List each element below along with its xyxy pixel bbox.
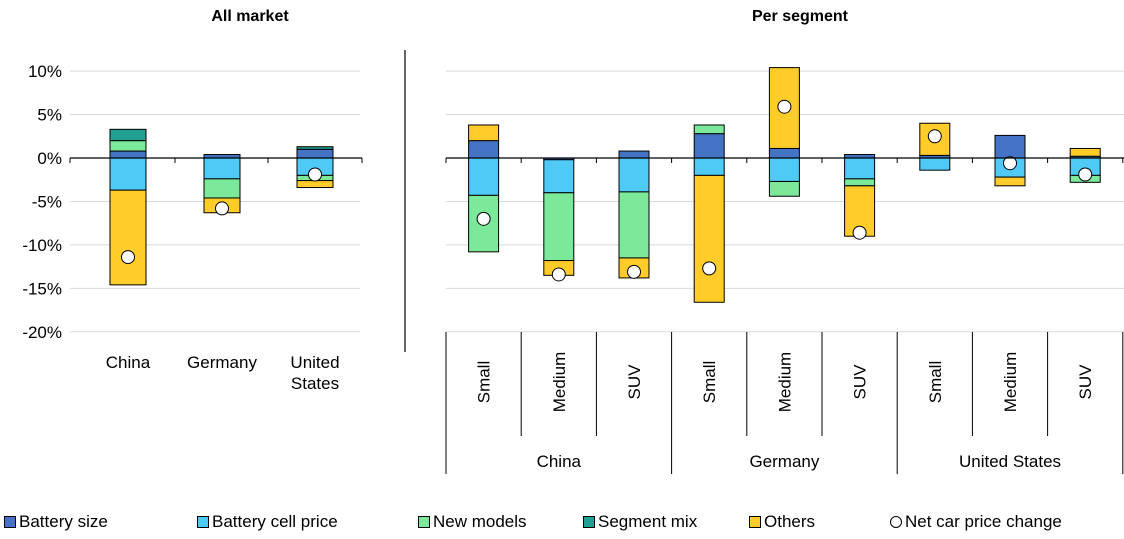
right-bar-others-7 — [994, 176, 1026, 187]
left-bar-battery_size-0 — [109, 150, 147, 159]
right-bar-others-0 — [468, 124, 500, 142]
segment-label-suv: SUV — [625, 364, 644, 400]
legend-item-segment-mix: Segment mix — [583, 512, 697, 532]
y-tick-label: -10% — [22, 236, 62, 255]
right-bar-new_models-1 — [543, 192, 575, 262]
y-tick-label: -5% — [32, 192, 62, 211]
left-bar-battery_cell_price-0 — [109, 157, 147, 191]
left-bar-others-0 — [109, 189, 147, 286]
left-category-label: United — [290, 353, 339, 372]
legend-item-battery-size: Battery size — [4, 512, 108, 532]
legend-label: New models — [433, 512, 527, 531]
right-bar-battery_cell_price-0 — [468, 157, 500, 196]
legend-label: Net car price change — [905, 512, 1062, 531]
y-tick-label: -15% — [22, 279, 62, 298]
right-bar-others-3 — [693, 174, 725, 303]
right-bar-battery_size-4 — [768, 147, 800, 159]
legend-swatch — [890, 516, 902, 528]
right-bar-others-4 — [768, 67, 800, 149]
left-category-label: States — [291, 374, 339, 393]
left-category-label: China — [106, 353, 151, 372]
group-label-germany: Germany — [749, 452, 819, 471]
right-net-marker-2 — [627, 264, 641, 279]
segment-label-small: Small — [700, 361, 719, 404]
left-bar-segment_mix-2 — [296, 146, 334, 150]
y-tick-label: 10% — [28, 62, 62, 81]
segment-label-small: Small — [475, 361, 494, 404]
left-net-marker-0 — [121, 250, 135, 265]
right-net-marker-6 — [927, 129, 942, 144]
legend-swatch — [418, 516, 430, 528]
right-bar-others-8 — [1069, 147, 1101, 157]
left-panel-title: All market — [211, 8, 289, 25]
left-bar-battery_size-2 — [296, 148, 334, 159]
segment-label-medium: Medium — [550, 352, 569, 412]
right-panel-title: Per segment — [751, 8, 849, 25]
left-bar-others-2 — [296, 180, 334, 189]
segment-label-suv: SUV — [851, 364, 870, 400]
segment-label-medium: Medium — [775, 352, 794, 412]
left-bar-battery_cell_price-1 — [203, 157, 241, 180]
left-net-marker-1 — [215, 201, 229, 216]
right-net-marker-1 — [551, 267, 566, 282]
right-bar-battery_cell_price-6 — [919, 157, 951, 171]
legend-item-marker: Net car price change — [890, 512, 1062, 532]
right-bar-new_models-3 — [693, 124, 725, 135]
right-net-marker-4 — [777, 99, 792, 114]
legend-item-new-models: New models — [418, 512, 527, 532]
right-bar-new_models-4 — [768, 180, 800, 197]
right-net-marker-8 — [1078, 167, 1093, 182]
legend-item-battery-cell-price: Battery cell price — [197, 512, 338, 532]
group-label-united-states: United States — [959, 452, 1061, 471]
left-category-label: Germany — [187, 353, 257, 372]
right-bar-battery_cell_price-4 — [768, 157, 800, 182]
legend-swatch — [4, 516, 16, 528]
right-bar-battery_cell_price-3 — [693, 157, 725, 176]
right-bar-new_models-5 — [844, 178, 876, 187]
group-label-china: China — [537, 452, 582, 471]
left-net-marker-2 — [308, 167, 322, 182]
segment-label-small: Small — [926, 361, 945, 404]
chart-canvas: 10% 5% 0% -5% -10% -15% -20% China Germany United… — [22, 50, 1124, 474]
y-tick-label: -20% — [22, 323, 62, 342]
legend-label: Battery size — [19, 512, 108, 531]
right-bar-battery_size-3 — [693, 133, 725, 159]
right-net-marker-0 — [476, 211, 491, 226]
left-bar-new_models-0 — [109, 140, 147, 152]
legend-label: Battery cell price — [212, 512, 338, 531]
right-net-marker-5 — [852, 225, 867, 240]
legend-label: Others — [764, 512, 816, 531]
left-bar-segment_mix-0 — [109, 128, 147, 142]
y-tick-label: 0% — [37, 149, 62, 168]
legend-swatch — [749, 516, 761, 528]
legend-swatch — [197, 516, 209, 528]
y-tick-label: 5% — [37, 106, 62, 125]
right-bar-battery_cell_price-5 — [844, 157, 876, 180]
right-net-marker-3 — [702, 261, 717, 276]
right-bar-new_models-2 — [618, 191, 650, 259]
right-bar-battery_size-7 — [994, 134, 1026, 159]
legend-label: Segment mix — [598, 512, 698, 531]
right-bar-battery_cell_price-2 — [618, 157, 650, 193]
right-net-marker-7 — [1003, 156, 1017, 171]
left-bar-new_models-1 — [203, 178, 241, 199]
right-bar-battery_size-2 — [618, 150, 650, 159]
legend-item-others: Others — [749, 512, 815, 532]
right-bar-battery_size-0 — [468, 140, 500, 159]
segment-label-suv: SUV — [1076, 364, 1095, 400]
right-bar-battery_cell_price-1 — [543, 159, 575, 194]
segment-label-medium: Medium — [1001, 352, 1020, 412]
legend-swatch — [583, 516, 595, 528]
